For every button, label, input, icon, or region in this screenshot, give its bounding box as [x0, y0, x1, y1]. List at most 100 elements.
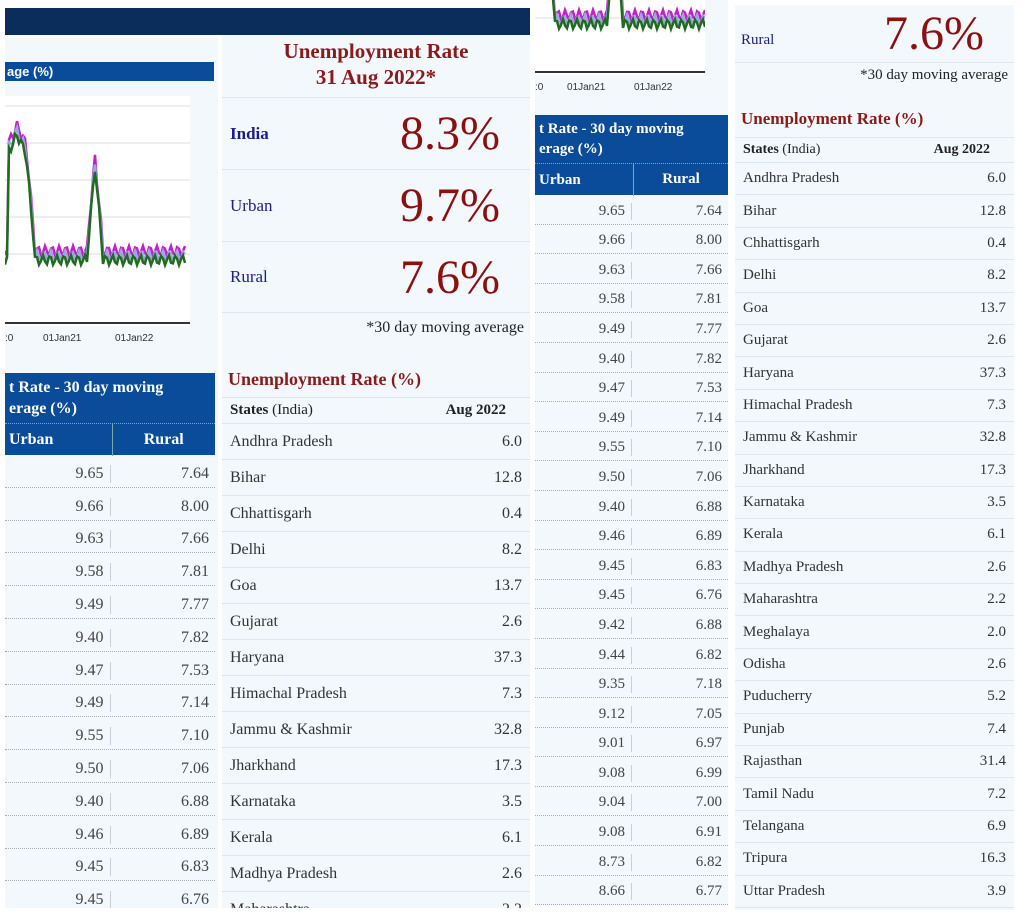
urban-value: 9.49 [5, 694, 111, 713]
state-rate: 7.3 [502, 684, 522, 702]
table-row: Andhra Pradesh 6.0 [222, 424, 530, 460]
state-name: Goa [230, 576, 257, 594]
table-row: 9.40 7.82 [5, 619, 215, 652]
urban-value: 9.46 [5, 825, 111, 844]
rural-value: 7.00 [695, 794, 722, 811]
states-header: States (India) Aug 2022 [735, 137, 1014, 163]
state-rate: 7.4 [987, 720, 1006, 737]
ur-table-title-line1: t Rate - 30 day moving [9, 379, 164, 396]
rural-value: 7.06 [181, 759, 209, 777]
col-rural[interactable]: Rural [662, 171, 700, 187]
urban-value: 9.47 [5, 661, 111, 680]
table-row: 9.58 7.81 [535, 284, 728, 314]
rural-value: 7.64 [181, 464, 209, 482]
rural-value: 7.10 [181, 727, 209, 745]
table-row: Himachal Pradesh 7.3 [735, 390, 1014, 423]
state-name: Punjab [743, 720, 785, 737]
states-title: Unemployment Rate (%) [228, 369, 421, 389]
state-rate: 37.3 [494, 648, 522, 666]
state-rate: 37.3 [979, 364, 1006, 381]
state-rate: 7.3 [987, 396, 1006, 413]
table-row: 9.65 7.64 [5, 455, 215, 488]
table-row: 9.42 6.88 [535, 609, 728, 639]
rural-value: 7.77 [695, 320, 722, 337]
chart-header: age (%) [5, 62, 214, 81]
rural-value: 7.82 [695, 350, 722, 367]
rural-value: 7.77 [181, 595, 209, 613]
table-row: 9.55 7.10 [5, 717, 215, 751]
urban-value: 9.35 [535, 676, 632, 694]
table-row: 9.45 6.83 [5, 849, 215, 882]
urban-value: 9.66 [535, 232, 632, 250]
table-row: Meghalaya 2.0 [735, 616, 1014, 649]
state-name: Maharashtra [743, 591, 818, 608]
state-rate: 3.9 [987, 882, 1006, 899]
ur-table-header: t Rate - 30 day moving erage (%) [5, 373, 215, 423]
state-name: Bihar [230, 468, 266, 486]
rural-value: 6.76 [695, 587, 722, 604]
urban-value: 9.12 [535, 705, 632, 723]
state-rate: 17.3 [979, 461, 1006, 478]
state-name: Jammu & Kashmir [743, 429, 858, 446]
urban-value: 9.49 [5, 595, 111, 614]
rural-value: 6.82 [695, 646, 722, 663]
urban-value: 8.66 [535, 883, 632, 901]
urban-value: 9.08 [535, 824, 632, 842]
table-row: Goa 13.7 [735, 293, 1014, 325]
col-urban[interactable]: Urban [535, 163, 634, 196]
ur-table-title-line1: t Rate - 30 day moving [539, 121, 684, 137]
state-name: Puducherry [743, 688, 813, 705]
headline-title: Unemployment Rate 31 Aug 2022* [222, 35, 530, 90]
rural-value: 7.14 [695, 409, 722, 426]
unemployment-line-chart-cropped [535, 0, 705, 75]
table-row: Haryana 37.3 [735, 357, 1014, 390]
rural-value: 7.81 [695, 291, 722, 308]
rural-value: 7.18 [695, 676, 722, 693]
table-row: Tripura 16.3 [735, 843, 1014, 876]
state-name: Himachal Pradesh [743, 396, 853, 413]
col-urban[interactable]: Urban [5, 423, 113, 456]
urban-value: 9.55 [535, 439, 632, 457]
rural-value: 6.88 [695, 498, 722, 515]
table-row: 9.45 6.76 [535, 580, 728, 610]
rural-value: 6.83 [695, 557, 722, 574]
state-name: Haryana [230, 648, 285, 666]
state-rate: 0.4 [502, 504, 522, 522]
urban-value: 9.45 [535, 557, 632, 575]
state-rate: 7.2 [987, 785, 1006, 802]
rural-value: 6.97 [695, 735, 722, 752]
state-name: Goa [743, 299, 768, 316]
urban-value: 9.47 [535, 380, 632, 398]
state-rate: 31.4 [979, 753, 1006, 770]
ur-table-col-headers: Urban Rural [5, 423, 215, 456]
state-name: Uttar Pradesh [743, 882, 826, 899]
value-urban: 9.7% [400, 179, 500, 232]
table-row: Telangana 6.9 [735, 811, 1014, 844]
x-tick: 01Jan22 [115, 333, 154, 344]
top-banner [5, 8, 530, 35]
table-row: 9.65 7.64 [535, 195, 728, 225]
footnote: *30 day moving average [860, 67, 1008, 83]
table-row: Uttar Pradesh 3.9 [735, 876, 1014, 908]
table-row: Tamil Nadu 7.2 [735, 778, 1014, 811]
urban-value: 9.45 [5, 891, 111, 908]
state-name: Himachal Pradesh [230, 684, 347, 702]
table-row: Rajasthan 31.4 [735, 746, 1014, 779]
table-row: Maharashtra 2.2 [222, 892, 530, 909]
col-states-suffix: (India) [778, 142, 821, 157]
rural-value: 8.00 [181, 497, 209, 515]
table-row: 9.08 6.91 [535, 816, 728, 847]
x-tick: :0 [5, 333, 14, 344]
table-row: 9.66 8.00 [5, 488, 215, 521]
urban-value: 9.65 [5, 464, 111, 483]
state-name: Gujarat [230, 612, 278, 630]
table-row: 9.45 6.83 [535, 550, 728, 580]
state-rate: 2.2 [502, 901, 522, 909]
table-row: 9.40 6.88 [535, 491, 728, 521]
col-rural[interactable]: Rural [143, 430, 184, 448]
urban-value: 9.40 [535, 350, 632, 368]
col-states: States [743, 142, 779, 157]
rural-value: 7.10 [695, 439, 722, 456]
rural-value: 6.88 [695, 616, 722, 633]
state-rate: 2.6 [502, 612, 522, 630]
